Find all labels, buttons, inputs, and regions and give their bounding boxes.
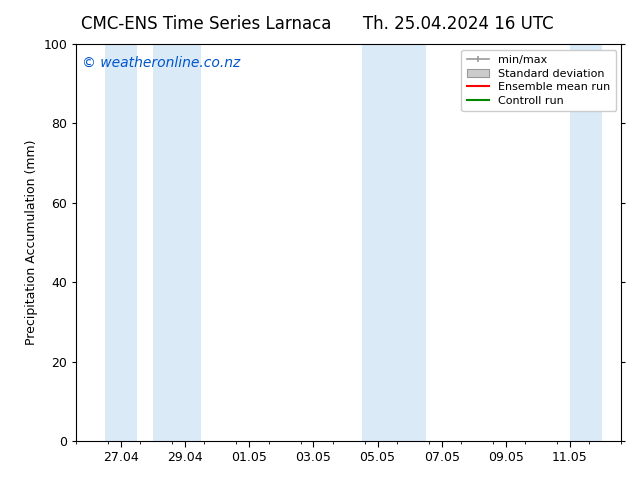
Bar — [361, 44, 394, 441]
Legend: min/max, Standard deviation, Ensemble mean run, Controll run: min/max, Standard deviation, Ensemble me… — [462, 49, 616, 111]
Bar — [153, 44, 201, 441]
Bar — [105, 44, 137, 441]
Bar — [570, 44, 602, 441]
Y-axis label: Precipitation Accumulation (mm): Precipitation Accumulation (mm) — [25, 140, 37, 345]
Bar — [394, 44, 425, 441]
Text: CMC-ENS Time Series Larnaca      Th. 25.04.2024 16 UTC: CMC-ENS Time Series Larnaca Th. 25.04.20… — [81, 15, 553, 33]
Text: © weatheronline.co.nz: © weatheronline.co.nz — [82, 56, 240, 70]
